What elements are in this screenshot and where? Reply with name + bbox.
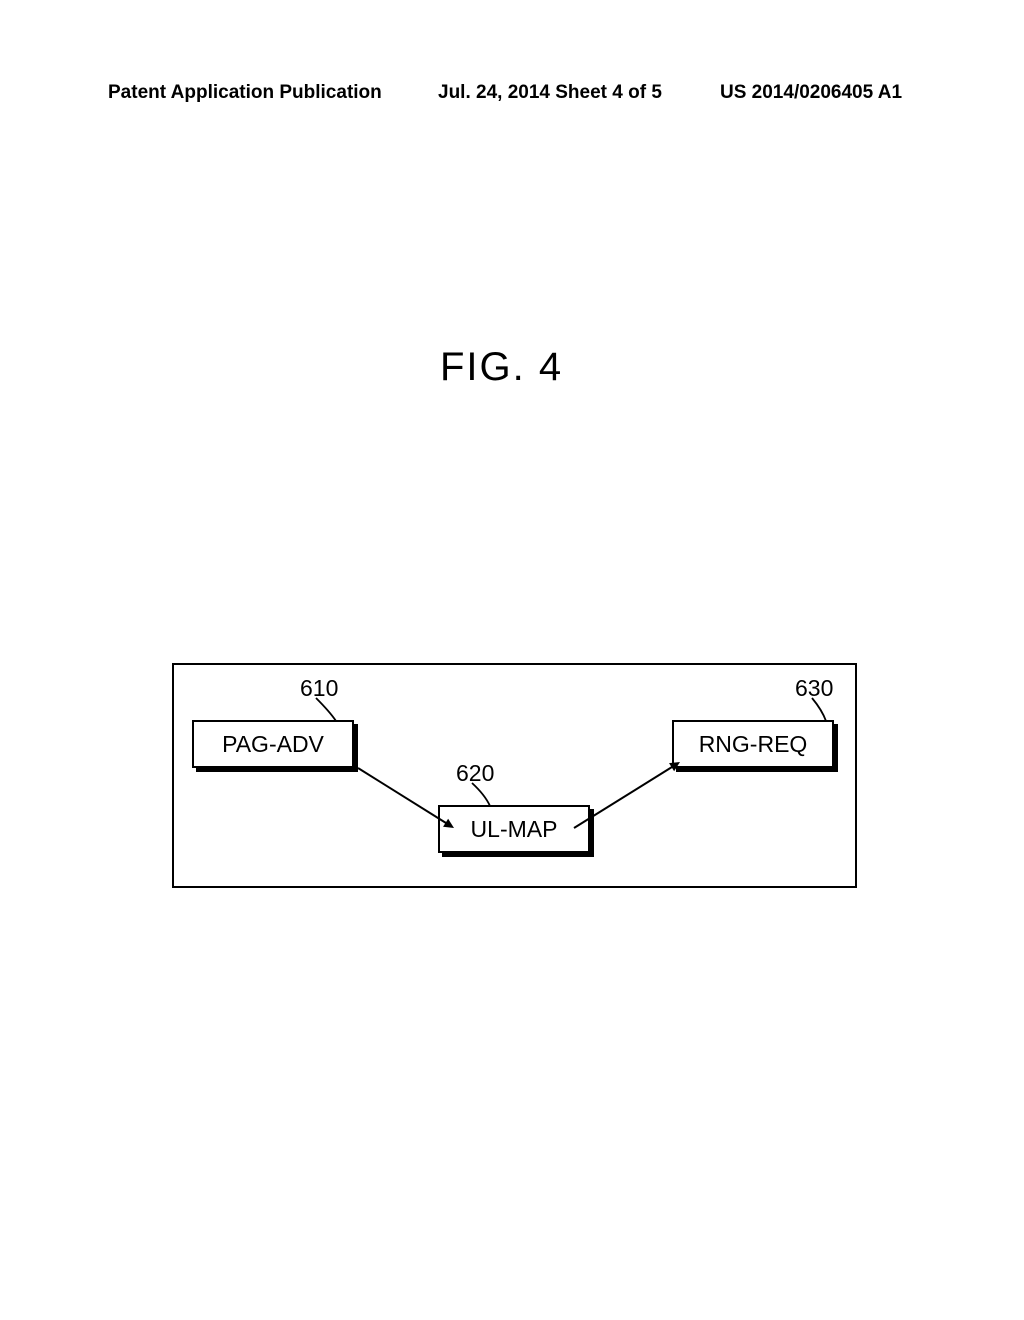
header-patent-number: US 2014/0206405 A1	[720, 82, 902, 104]
node-rng-req: RNG-REQ	[672, 720, 834, 768]
node-shadow	[196, 768, 358, 772]
node-ul-map: UL-MAP	[438, 805, 590, 853]
node-label: RNG-REQ	[699, 731, 808, 758]
node-shadow	[442, 853, 594, 857]
node-shadow	[354, 724, 358, 772]
node-label: UL-MAP	[471, 816, 558, 843]
figure-title: FIG. 4	[440, 345, 563, 390]
ref-label-ul-map: 620	[456, 760, 494, 787]
arrows-layer	[0, 0, 1024, 1320]
node-shadow	[676, 768, 838, 772]
node-shadow	[834, 724, 838, 772]
page: Patent Application Publication Jul. 24, …	[0, 0, 1024, 1320]
node-label: PAG-ADV	[222, 731, 324, 758]
ref-label-pag-adv: 610	[300, 675, 338, 702]
header-publication: Patent Application Publication	[108, 82, 382, 104]
node-pag-adv: PAG-ADV	[192, 720, 354, 768]
header-date-sheet: Jul. 24, 2014 Sheet 4 of 5	[438, 82, 662, 104]
ref-label-rng-req: 630	[795, 675, 833, 702]
node-shadow	[590, 809, 594, 857]
